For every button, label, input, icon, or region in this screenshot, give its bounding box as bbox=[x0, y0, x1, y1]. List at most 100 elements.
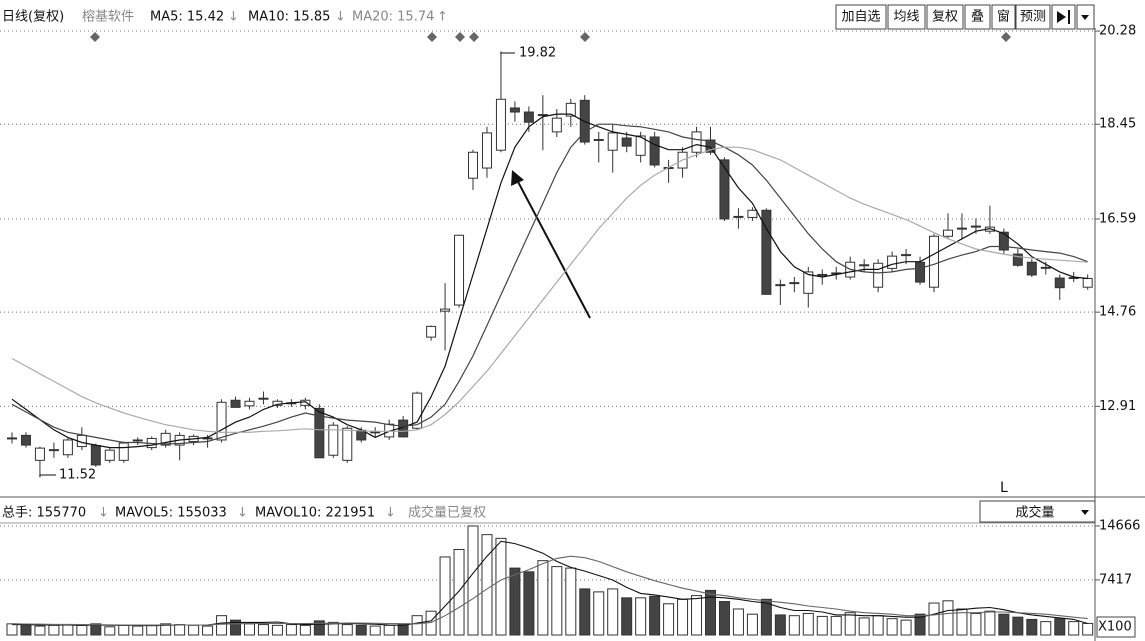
volume-bar bbox=[844, 612, 856, 636]
dropdown-arrow[interactable] bbox=[1081, 510, 1089, 515]
annotation-leader bbox=[39, 474, 56, 478]
mavol-line bbox=[11, 555, 1088, 626]
y-tick-label: 18.45 bbox=[1099, 117, 1136, 132]
volume-bar bbox=[984, 610, 996, 636]
legend-trend: ↓ bbox=[335, 10, 346, 25]
candle-body bbox=[314, 407, 325, 459]
candle-body bbox=[593, 139, 604, 142]
candle-body bbox=[635, 135, 646, 156]
y-tick-label: 14.76 bbox=[1099, 305, 1136, 320]
volume-bar bbox=[146, 624, 158, 636]
volume-bar bbox=[62, 624, 74, 636]
volume-bar bbox=[509, 567, 521, 636]
toolbar-button[interactable] bbox=[991, 4, 1016, 30]
stock-name: 榕基软件 bbox=[82, 10, 134, 25]
candle-body bbox=[719, 159, 730, 220]
ma-line bbox=[11, 146, 1088, 433]
candle-body bbox=[901, 254, 912, 257]
volume-bar bbox=[565, 567, 577, 636]
signal-marker bbox=[580, 32, 590, 42]
candle-body bbox=[1012, 253, 1023, 266]
toolbar-icon[interactable] bbox=[1057, 11, 1066, 23]
volume-bar bbox=[746, 613, 758, 636]
toolbar-button[interactable] bbox=[964, 4, 991, 30]
unit-box bbox=[1096, 616, 1136, 638]
candle-body bbox=[342, 427, 353, 461]
candle-body bbox=[62, 439, 73, 456]
volume-bar bbox=[718, 601, 730, 636]
volume-bar bbox=[313, 620, 325, 636]
candle-body bbox=[915, 261, 926, 283]
toolbar-button[interactable] bbox=[1015, 4, 1051, 30]
toolbar-button[interactable] bbox=[835, 4, 887, 30]
volume-bar bbox=[453, 549, 465, 636]
volume-bar bbox=[635, 597, 647, 636]
legend-trend: ↓ bbox=[385, 506, 396, 521]
legend-entry: MA10: 15.85 bbox=[248, 10, 330, 25]
dropdown-label[interactable]: 成交量 bbox=[1015, 505, 1054, 521]
toolbar-button[interactable] bbox=[887, 4, 926, 30]
toolbar-button-label[interactable]: 加自选 bbox=[841, 10, 880, 25]
candle-body bbox=[789, 282, 800, 285]
candle-body bbox=[454, 234, 465, 306]
candle-body bbox=[370, 431, 381, 434]
toolbar-button-label[interactable]: 窗 bbox=[997, 9, 1010, 25]
volume-bar bbox=[1082, 622, 1094, 636]
toolbar-button-label[interactable]: 均线 bbox=[893, 10, 919, 25]
volume-bar bbox=[802, 612, 814, 636]
volume-bar bbox=[956, 608, 968, 636]
candle-body bbox=[970, 225, 981, 228]
volume-bar bbox=[942, 600, 954, 636]
signal-marker bbox=[427, 32, 437, 42]
candle-body bbox=[104, 449, 115, 461]
volume-bar bbox=[271, 624, 283, 636]
volume-bar bbox=[677, 598, 689, 636]
annotation-leader bbox=[500, 51, 515, 55]
candle-body bbox=[244, 400, 255, 407]
candle-body bbox=[258, 397, 269, 400]
toolbar-button[interactable] bbox=[926, 4, 964, 30]
volume-bar bbox=[495, 537, 507, 636]
candle-body bbox=[34, 447, 45, 461]
candle-body bbox=[90, 445, 101, 466]
volume-bar bbox=[299, 624, 311, 636]
signal-marker bbox=[1001, 32, 1011, 42]
volume-bar bbox=[705, 589, 716, 636]
toolbar-button-label[interactable]: 预测 bbox=[1020, 10, 1046, 25]
candle-body bbox=[887, 255, 898, 269]
volume-bar bbox=[48, 624, 60, 636]
volume-bar bbox=[257, 624, 269, 636]
candle-body bbox=[300, 399, 311, 406]
candle-body bbox=[775, 284, 786, 287]
legend-trend: ↓ bbox=[98, 506, 109, 521]
candle-body bbox=[412, 392, 423, 429]
candle-body bbox=[1054, 277, 1065, 289]
candle-body bbox=[509, 107, 520, 113]
volume-bar bbox=[816, 615, 828, 636]
volume-bar bbox=[928, 602, 940, 636]
volume-bar bbox=[858, 617, 870, 636]
ma-line bbox=[11, 123, 1088, 445]
volume-bar bbox=[537, 560, 549, 636]
volume-bar bbox=[216, 615, 228, 636]
candle-body bbox=[929, 235, 940, 288]
toolbar-icon[interactable] bbox=[1081, 15, 1089, 20]
volume-bar bbox=[285, 624, 297, 636]
candle-body bbox=[328, 424, 339, 456]
candle-body bbox=[523, 111, 534, 123]
volume-bar bbox=[1012, 616, 1024, 636]
volume-bar bbox=[341, 624, 353, 636]
volume-bar bbox=[397, 624, 409, 636]
volume-bar bbox=[34, 625, 46, 636]
volume-bar bbox=[188, 624, 200, 636]
volume-bar bbox=[998, 613, 1010, 636]
candle-body bbox=[817, 273, 828, 276]
candle-body bbox=[565, 102, 576, 117]
toolbar-button-label[interactable]: 叠 bbox=[971, 10, 984, 25]
candle-body bbox=[803, 271, 814, 294]
indicator-dropdown[interactable] bbox=[979, 500, 1096, 523]
volume-bar bbox=[663, 603, 675, 636]
volume-bar bbox=[76, 624, 88, 636]
toolbar-button-label[interactable]: 复权 bbox=[932, 9, 958, 25]
volume-bar bbox=[355, 624, 367, 636]
